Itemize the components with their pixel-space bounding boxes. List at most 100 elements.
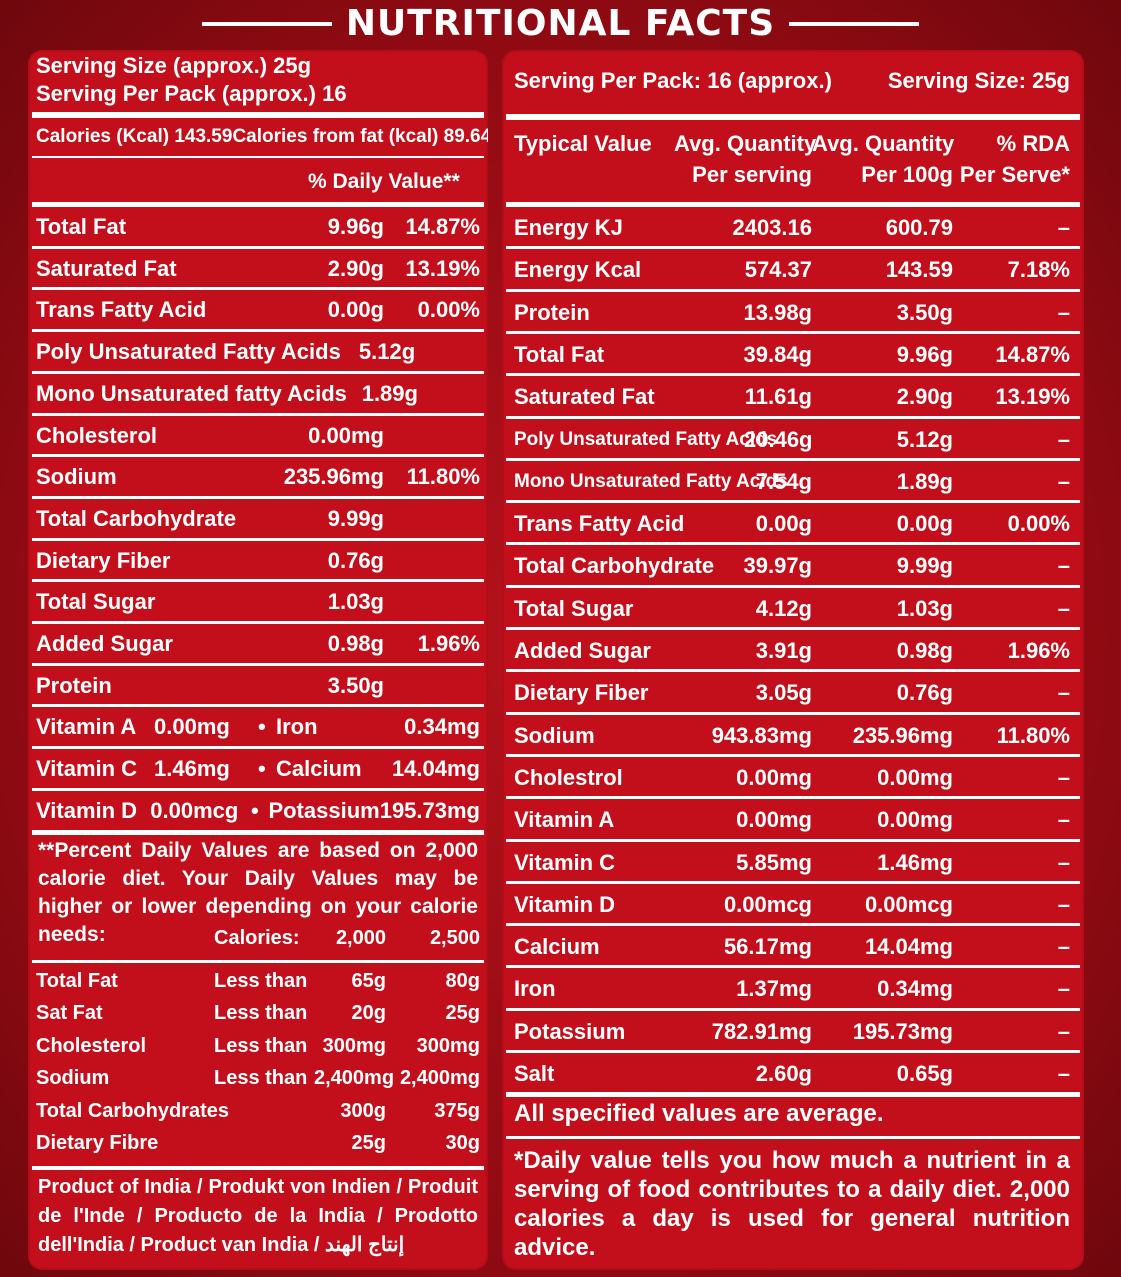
- nutrient-name: Total Carbohydrate: [36, 505, 237, 531]
- rda-value: –: [1057, 1061, 1070, 1086]
- per-100g-value: 0.00mcg: [864, 891, 953, 917]
- rule: [506, 753, 1080, 757]
- nutrient-name: Total Sugar: [36, 589, 156, 615]
- ct-2000: 25g: [351, 1132, 386, 1154]
- nutrient-daily-value: 0.00%: [417, 297, 480, 323]
- per-serving-value: 0.00mcg: [723, 891, 812, 917]
- calories-2500: 2,500: [429, 926, 480, 949]
- rule: [32, 787, 484, 791]
- per-serving-value: 20.46g: [744, 426, 813, 452]
- calories-2000: 2,000: [335, 926, 386, 949]
- nutrient-row: Poly Unsaturated Fatty Acids 20.46g 5.12g –: [514, 424, 1070, 456]
- rule: [32, 454, 484, 458]
- ct-qualifier: Less than: [214, 1002, 308, 1025]
- nutrient-name: Trans Fatty Acid: [36, 297, 207, 323]
- per-100g-value: 1.03g: [896, 595, 953, 621]
- nutrient-row: Mono Unsaturated Fatty Acids 7.54g 1.89g –: [514, 466, 1070, 498]
- rda-value: –: [1057, 807, 1070, 833]
- serving-info-row: Serving Per Pack: 16 (approx.) Serving Si…: [514, 68, 1070, 94]
- rda-value: –: [1057, 595, 1070, 621]
- per-serving-value: 943.83mg: [711, 722, 812, 748]
- calories-label: Calories:: [214, 926, 300, 949]
- rule: [506, 1092, 1080, 1098]
- ct-2500: 300mg: [416, 1034, 480, 1057]
- rule: [506, 669, 1080, 673]
- nutrient-name: Protein: [36, 672, 112, 698]
- rule: [32, 202, 484, 207]
- nutrient-name: Mono Unsaturated fatty Acids: [36, 380, 347, 406]
- rda-value: –: [1057, 934, 1070, 960]
- ct-2500: 2,400mg: [399, 1067, 480, 1090]
- rule: [32, 1165, 484, 1170]
- per-100g-value: 0.34mg: [877, 976, 953, 1002]
- nutrient-amount: 0.76g: [327, 547, 384, 573]
- nutrient-row: Sodium 943.83mg 235.96mg 11.80%: [514, 720, 1070, 752]
- rda-value: –: [1057, 215, 1070, 240]
- rule: [506, 330, 1080, 334]
- country-of-origin: Product of India / Produkt von Indien / …: [38, 1175, 478, 1256]
- nutrient-name: Dietary Fiber: [36, 547, 171, 573]
- calorie-table-row: Sat Fat Less than 20g 25g: [36, 998, 480, 1030]
- rule: [32, 829, 484, 835]
- ct-2000: 2,400mg: [314, 1067, 395, 1090]
- rule: [32, 495, 484, 499]
- nutrient-amount: 0.00mg: [308, 422, 384, 448]
- nutrient-row: Trans Fatty Acid 0.00g 0.00g 0.00%: [514, 508, 1070, 540]
- vitamin-name: Vitamin A: [36, 714, 137, 740]
- nutrient-row: Total Carbohydrate 9.99g: [36, 504, 480, 534]
- nutrient-row: Dietary Fiber 3.05g 0.76g –: [514, 677, 1070, 709]
- rule: [32, 112, 484, 118]
- ct-2500: 30g: [445, 1132, 480, 1154]
- per-100g-value: 9.99g: [896, 553, 953, 579]
- nutrient-daily-value: 14.87%: [405, 214, 480, 239]
- calorie-table-row: Dietary Fibre 25g 30g: [36, 1128, 480, 1160]
- nutrient-name: Cholestrol: [514, 764, 623, 790]
- bullet: •: [258, 756, 266, 782]
- vitamin-amount: 1.46mg: [154, 756, 230, 782]
- rule: [506, 627, 1080, 630]
- per-serving-value: 5.85mg: [736, 849, 812, 875]
- nutrient-name: Total Fat: [36, 214, 127, 239]
- ct-qualifier: Less than: [214, 1067, 308, 1090]
- nutrient-name: Sodium: [36, 464, 117, 490]
- rda-value: 7.18%: [1007, 257, 1070, 283]
- ct-2500: 80g: [445, 970, 480, 992]
- per-100g-value: 9.96g: [896, 341, 953, 367]
- rda-value: –: [1057, 299, 1070, 325]
- calorie-table-row: Sodium Less than 2,400mg 2,400mg: [36, 1063, 480, 1095]
- ct-2000: 65g: [351, 970, 386, 992]
- rule: [506, 923, 1080, 927]
- rule: [32, 621, 484, 624]
- nutrient-row: Potassium 782.91mg 195.73mg –: [514, 1016, 1070, 1048]
- nutrient-name: Trans Fatty Acid: [514, 511, 685, 537]
- ct-name: Sodium: [36, 1067, 110, 1090]
- per-100g-value: 0.76g: [896, 680, 953, 706]
- nutrient-row: Calcium 56.17mg 14.04mg –: [514, 931, 1070, 963]
- nutrient-row: Total Fat 9.96g 14.87%: [36, 212, 480, 242]
- nutrient-name: Vitamin D: [514, 891, 616, 917]
- ct-name: Dietary Fibre: [36, 1132, 159, 1154]
- rule: [32, 662, 484, 666]
- nutrient-row: Energy Kcal 574.37 143.59 7.18%: [514, 254, 1070, 286]
- daily-value-footnote: *Daily value tells you how much a nutrie…: [514, 1147, 1070, 1262]
- vitamin-row: Vitamin D 0.00mcg • Potassium 195.73mg: [36, 796, 480, 826]
- nutrient-daily-value: 13.19%: [405, 255, 480, 281]
- nutrient-name: Protein: [514, 299, 590, 325]
- rule: [506, 415, 1080, 419]
- header-per-serving: Avg. Quantity Per serving: [674, 128, 816, 190]
- rda-value: –: [1057, 891, 1070, 917]
- average-note: All specified values are average.: [514, 1100, 884, 1128]
- rule: [32, 287, 484, 291]
- rule: [506, 202, 1080, 207]
- daily-value-footnote: **Percent Daily Values are based on 2,00…: [38, 838, 478, 946]
- vitamin-amount: 0.00mg: [154, 714, 230, 740]
- nutrient-amount: 1.89g: [361, 380, 418, 406]
- nutrient-daily-value: 11.80%: [406, 464, 480, 490]
- nutrient-name: Dietary Fiber: [514, 680, 649, 706]
- per-serving-value: 39.84g: [743, 341, 813, 367]
- header-per-100g-line2: Per 100g: [861, 162, 953, 187]
- mineral-name: Calcium: [276, 756, 362, 782]
- per-100g-value: 2.90g: [896, 384, 953, 410]
- bullet: •: [258, 714, 266, 740]
- per-100g-value: 0.00g: [896, 511, 953, 537]
